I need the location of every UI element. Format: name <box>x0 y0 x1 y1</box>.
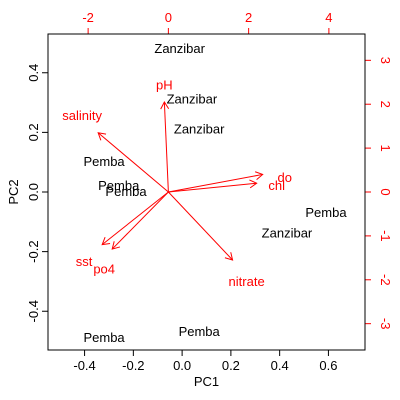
top-tick-label: 0 <box>165 10 172 25</box>
loading-label-po4: po4 <box>93 262 115 277</box>
y-tick-label: -0.4 <box>26 300 41 322</box>
x-axis-title: PC1 <box>194 374 219 389</box>
y-tick-label: 0.0 <box>26 183 41 201</box>
loading-arrow-nitrate <box>168 192 232 260</box>
loading-arrow-po4 <box>112 192 168 249</box>
right-tick-label: -3 <box>378 318 393 330</box>
top-tick-label: -2 <box>82 10 94 25</box>
x-tick-label: -0.4 <box>73 358 95 373</box>
score-label-pemba: Pemba <box>305 205 347 220</box>
top-tick-label: 2 <box>245 10 252 25</box>
x-tick-label: 0.0 <box>173 358 191 373</box>
right-tick-label: -1 <box>378 230 393 242</box>
x-tick-label: -0.2 <box>122 358 144 373</box>
score-label-zanzibar: Zanzibar <box>154 41 205 56</box>
right-tick-label: 3 <box>378 57 393 64</box>
loading-label-chl: chl <box>268 178 285 193</box>
right-tick-label: 2 <box>378 101 393 108</box>
y-tick-label: 0.4 <box>26 64 41 82</box>
score-label-pemba: Pemba <box>83 154 125 169</box>
right-tick-label: 0 <box>378 188 393 195</box>
y-tick-label: 0.2 <box>26 123 41 141</box>
loading-label-ph: pH <box>156 77 173 92</box>
loading-arrow-do <box>168 174 262 192</box>
y-axis-title: PC2 <box>6 179 21 204</box>
score-label-pemba: Pemba <box>105 184 147 199</box>
top-tick-label: 4 <box>325 10 332 25</box>
x-tick-label: 0.4 <box>271 358 289 373</box>
x-tick-label: 0.6 <box>319 358 337 373</box>
y-tick-label: -0.2 <box>26 240 41 262</box>
loading-label-sst: sst <box>76 254 93 269</box>
scores-layer: Zanzibar Zanzibar Zanzibar Pemba Pemba Pemba P… <box>83 41 347 345</box>
score-label-pemba: Pemba <box>179 324 221 339</box>
loading-arrow-ph <box>164 102 168 192</box>
score-label-zanzibar: Zanzibar <box>262 226 313 241</box>
ticks-layer: -0.4 -0.2 0.0 0.2 0.4 0.6 -0.4 -0.2 0.0 0.2 0.4 -2 0… <box>26 10 393 373</box>
loading-label-nitrate: nitrate <box>229 274 265 289</box>
loading-arrow-chl <box>168 183 256 192</box>
score-label-zanzibar: Zanzibar <box>167 92 218 107</box>
score-label-pemba: Pemba <box>83 330 125 345</box>
x-tick-label: 0.2 <box>222 358 240 373</box>
right-tick-label: 1 <box>378 144 393 151</box>
loading-label-salinity: salinity <box>62 108 102 123</box>
right-tick-label: -2 <box>378 274 393 286</box>
loading-arrow-sst <box>102 192 168 245</box>
plot-frame <box>48 34 365 350</box>
score-label-zanzibar: Zanzibar <box>174 121 225 136</box>
